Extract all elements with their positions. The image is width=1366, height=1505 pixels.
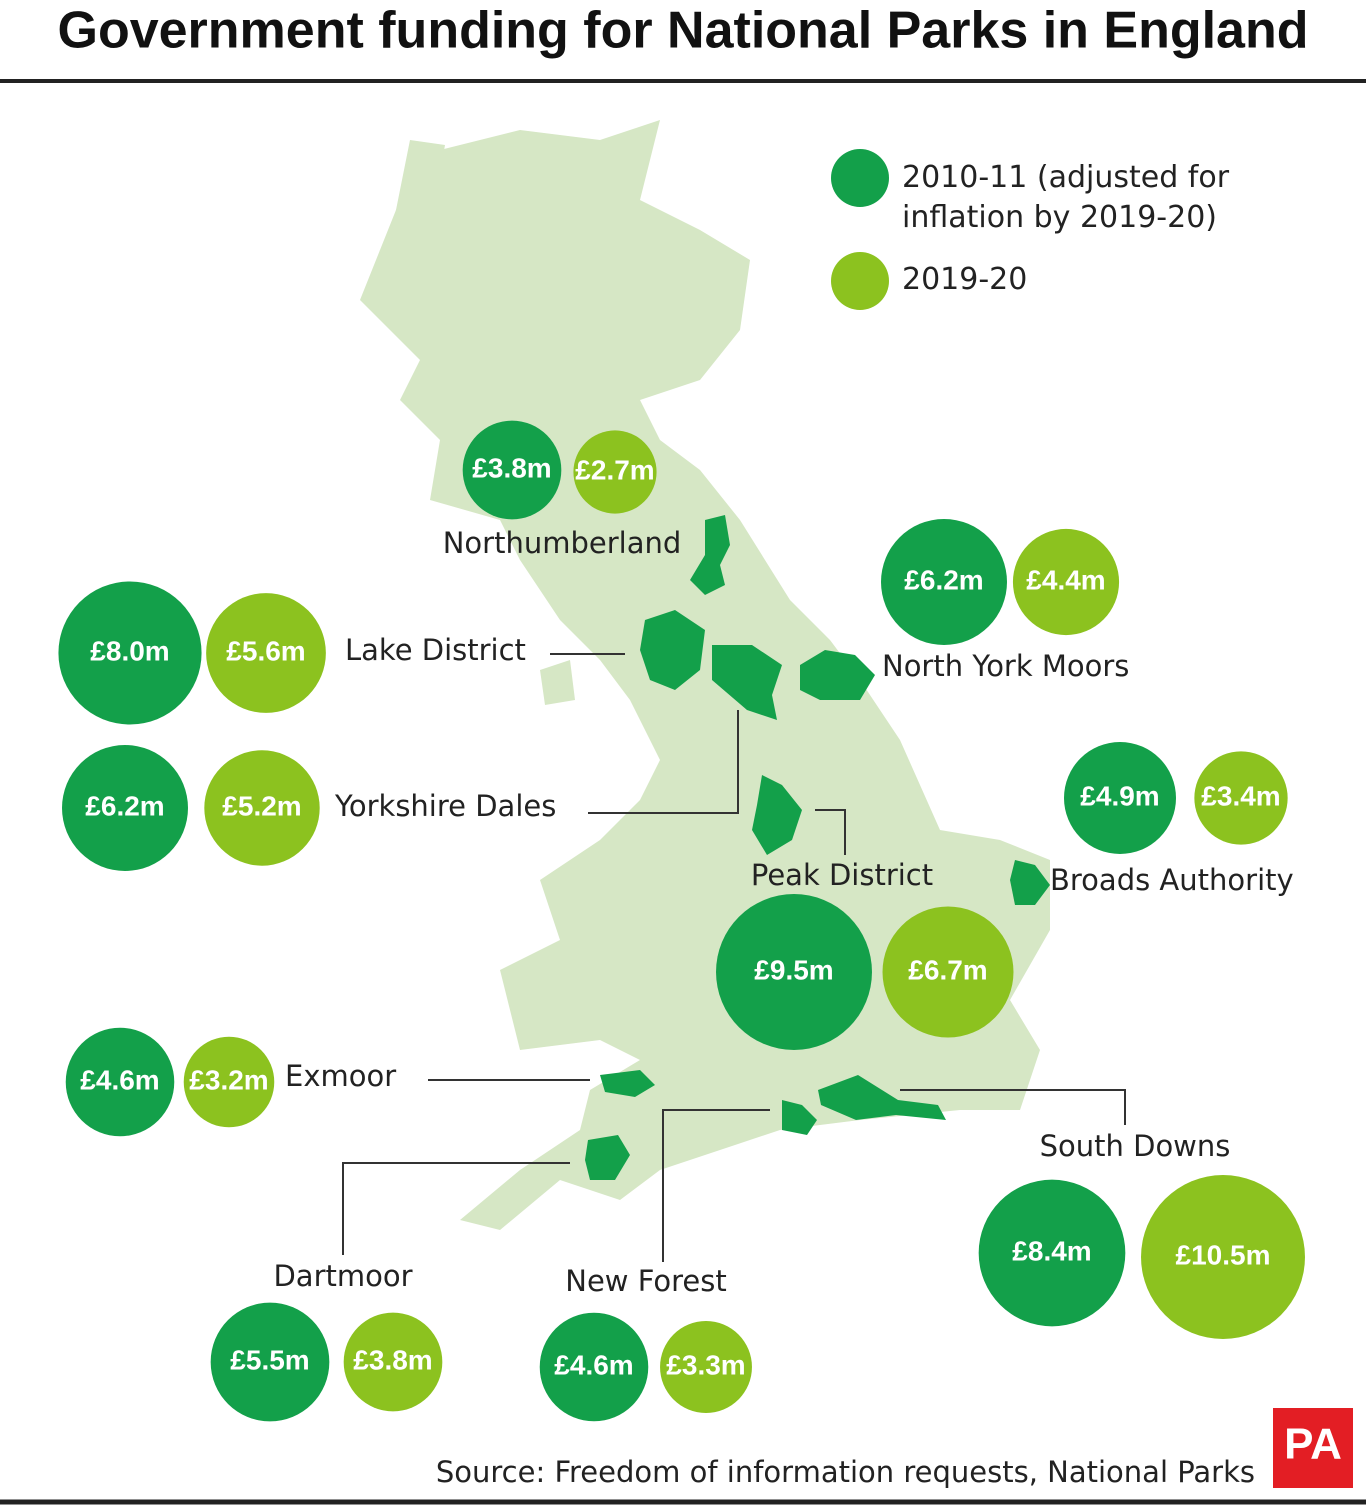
bubble: [62, 745, 188, 871]
park-label: South Downs: [1040, 1129, 1231, 1163]
logo: [1273, 1408, 1353, 1488]
bubble: [462, 420, 562, 520]
park-label: New Forest: [565, 1264, 726, 1298]
value-label: £5.5m: [230, 1344, 309, 1375]
bubble: [65, 1027, 175, 1137]
legend-label: 2019-20: [902, 262, 1028, 297]
value-label: £8.4m: [1012, 1235, 1091, 1266]
park-label: Northumberland: [443, 526, 682, 560]
park-label: Lake District: [345, 633, 526, 667]
park-label: Dartmoor: [273, 1259, 412, 1293]
value-label: £6.7m: [908, 954, 987, 985]
bubble: [210, 1302, 330, 1422]
bubble: [660, 1321, 752, 1413]
park-label: North York Moors: [882, 649, 1129, 683]
legend-swatch: [831, 149, 889, 207]
bubble: [343, 1312, 443, 1412]
park-label: Peak District: [751, 858, 933, 892]
value-label: £4.4m: [1026, 564, 1105, 595]
bubble: [1194, 751, 1288, 845]
map: [360, 120, 1050, 1230]
bubble: [881, 519, 1007, 645]
value-label: £5.2m: [222, 790, 301, 821]
bubble: [204, 750, 320, 866]
value-label: £2.7m: [575, 454, 654, 485]
value-label: £6.2m: [85, 790, 164, 821]
legend-label: 2010-11 (adjusted for inflation by 2019-…: [902, 160, 1230, 235]
bubble: [573, 430, 657, 514]
value-label: £3.4m: [1201, 780, 1280, 811]
logo-bg-text: PA: [1284, 1420, 1342, 1469]
value-label: £4.9m: [1080, 780, 1159, 811]
value-label: £6.2m: [904, 564, 983, 595]
bubble: [1141, 1175, 1305, 1339]
value-label: £4.6m: [554, 1349, 633, 1380]
bubble: [206, 593, 326, 713]
bubble: [183, 1036, 275, 1128]
chart-title: Government funding for National Parks in…: [58, 2, 1309, 60]
leader-lines: [342, 653, 1126, 1262]
value-label: £9.5m: [754, 954, 833, 985]
value-label: £3.8m: [353, 1344, 432, 1375]
value-label: £3.3m: [666, 1349, 745, 1380]
park-label: Yorkshire Dales: [334, 789, 556, 823]
value-label: £5.6m: [226, 635, 305, 666]
source: Source: Freedom of information requests,…: [436, 1455, 1255, 1489]
park-label: Broads Authority: [1050, 863, 1294, 897]
value-label: £8.0m: [90, 635, 169, 666]
bubble: [716, 894, 872, 1050]
bubble: [1063, 741, 1177, 855]
bubble: [882, 906, 1014, 1038]
legend-swatch: [831, 252, 889, 310]
value-label: £3.2m: [189, 1064, 268, 1095]
park-label: Exmoor: [285, 1059, 396, 1093]
value-label: £3.8m: [472, 452, 551, 483]
value-label: £4.6m: [80, 1064, 159, 1095]
parks: [585, 515, 1050, 1180]
bubble: [1012, 528, 1120, 636]
bubble: [58, 581, 202, 725]
bubble: [539, 1312, 649, 1422]
bubble: [978, 1179, 1126, 1327]
value-label: £10.5m: [1176, 1239, 1271, 1270]
